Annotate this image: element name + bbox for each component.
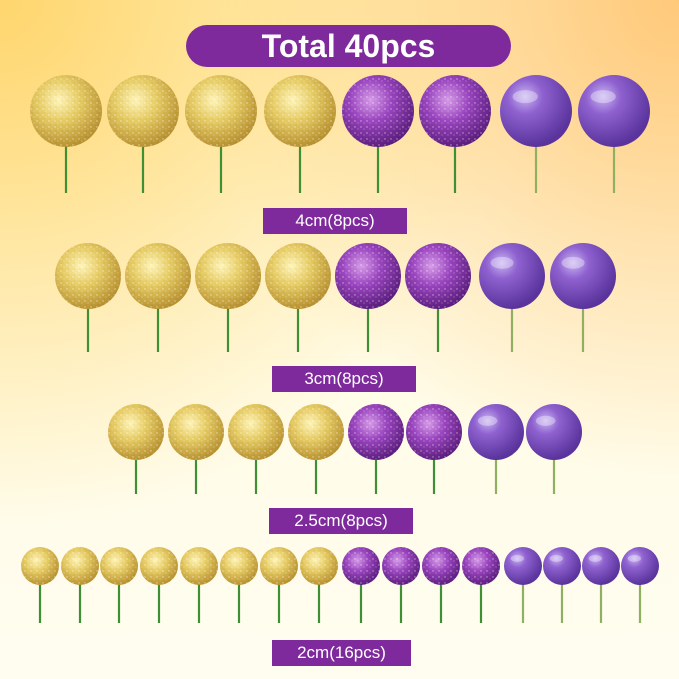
- ball: [578, 75, 650, 147]
- glitter-texture: [300, 547, 338, 585]
- purple-glitter-ball: [342, 547, 380, 623]
- purple-pearl-ball: [543, 547, 581, 623]
- purple-pearl-ball: [621, 547, 659, 623]
- ball: [543, 547, 581, 585]
- highlight: [561, 256, 585, 269]
- purple-glitter-ball: [382, 547, 420, 623]
- ball: [526, 404, 582, 460]
- ball: [479, 243, 545, 309]
- purple-glitter-ball: [422, 547, 460, 623]
- glitter-texture: [419, 75, 491, 147]
- gold-ball: [185, 75, 257, 193]
- purple-glitter-ball: [462, 547, 500, 623]
- gold-ball: [61, 547, 99, 623]
- purple-pearl-ball: [479, 243, 545, 352]
- highlight: [588, 554, 602, 562]
- purple-pearl-ball: [500, 75, 572, 193]
- gold-ball: [125, 243, 191, 352]
- glitter-texture: [462, 547, 500, 585]
- size-label-2-5cm: 2.5cm(8pcs): [269, 508, 413, 534]
- gold-ball: [107, 75, 179, 193]
- purple-pearl-ball: [578, 75, 650, 193]
- ball: [582, 547, 620, 585]
- gold-ball: [21, 547, 59, 623]
- glitter-texture: [335, 243, 401, 309]
- purple-glitter-ball: [348, 404, 404, 494]
- glitter-texture: [107, 75, 179, 147]
- gold-ball: [260, 547, 298, 623]
- glitter-texture: [264, 75, 336, 147]
- highlight: [549, 554, 563, 562]
- gold-ball: [180, 547, 218, 623]
- highlight: [512, 90, 538, 104]
- glitter-texture: [228, 404, 284, 460]
- glitter-texture: [55, 243, 121, 309]
- glitter-texture: [342, 547, 380, 585]
- gold-ball: [288, 404, 344, 494]
- glitter-texture: [406, 404, 462, 460]
- glitter-texture: [125, 243, 191, 309]
- purple-glitter-ball: [405, 243, 471, 352]
- glitter-texture: [30, 75, 102, 147]
- size-label-3cm: 3cm(8pcs): [272, 366, 416, 392]
- glitter-texture: [195, 243, 261, 309]
- gold-ball: [108, 404, 164, 494]
- total-count-banner: Total 40pcs: [186, 25, 511, 67]
- purple-pearl-ball: [550, 243, 616, 352]
- ball: [500, 75, 572, 147]
- gold-ball: [228, 404, 284, 494]
- gold-ball: [264, 75, 336, 193]
- purple-glitter-ball: [419, 75, 491, 193]
- gold-ball: [100, 547, 138, 623]
- gold-ball: [220, 547, 258, 623]
- purple-pearl-ball: [468, 404, 524, 494]
- glitter-texture: [168, 404, 224, 460]
- gold-ball: [30, 75, 102, 193]
- ball: [504, 547, 542, 585]
- glitter-texture: [100, 547, 138, 585]
- glitter-texture: [260, 547, 298, 585]
- highlight: [477, 415, 498, 426]
- glitter-texture: [185, 75, 257, 147]
- purple-glitter-ball: [342, 75, 414, 193]
- highlight: [535, 415, 556, 426]
- purple-glitter-ball: [335, 243, 401, 352]
- purple-pearl-ball: [504, 547, 542, 623]
- glitter-texture: [108, 404, 164, 460]
- purple-pearl-ball: [526, 404, 582, 494]
- purple-glitter-ball: [406, 404, 462, 494]
- glitter-texture: [140, 547, 178, 585]
- gold-ball: [55, 243, 121, 352]
- gold-ball: [265, 243, 331, 352]
- gold-ball: [168, 404, 224, 494]
- gold-ball: [195, 243, 261, 352]
- glitter-texture: [265, 243, 331, 309]
- gold-ball: [140, 547, 178, 623]
- purple-pearl-ball: [582, 547, 620, 623]
- glitter-texture: [180, 547, 218, 585]
- glitter-texture: [382, 547, 420, 585]
- glitter-texture: [342, 75, 414, 147]
- gold-ball: [300, 547, 338, 623]
- highlight: [490, 256, 514, 269]
- highlight: [590, 90, 616, 104]
- ball: [621, 547, 659, 585]
- size-label-2cm: 2cm(16pcs): [272, 640, 411, 666]
- size-label-4cm: 4cm(8pcs): [263, 208, 407, 234]
- glitter-texture: [422, 547, 460, 585]
- ball: [468, 404, 524, 460]
- glitter-texture: [288, 404, 344, 460]
- ball: [550, 243, 616, 309]
- highlight: [627, 554, 641, 562]
- glitter-texture: [405, 243, 471, 309]
- glitter-texture: [21, 547, 59, 585]
- highlight: [510, 554, 524, 562]
- glitter-texture: [61, 547, 99, 585]
- glitter-texture: [220, 547, 258, 585]
- glitter-texture: [348, 404, 404, 460]
